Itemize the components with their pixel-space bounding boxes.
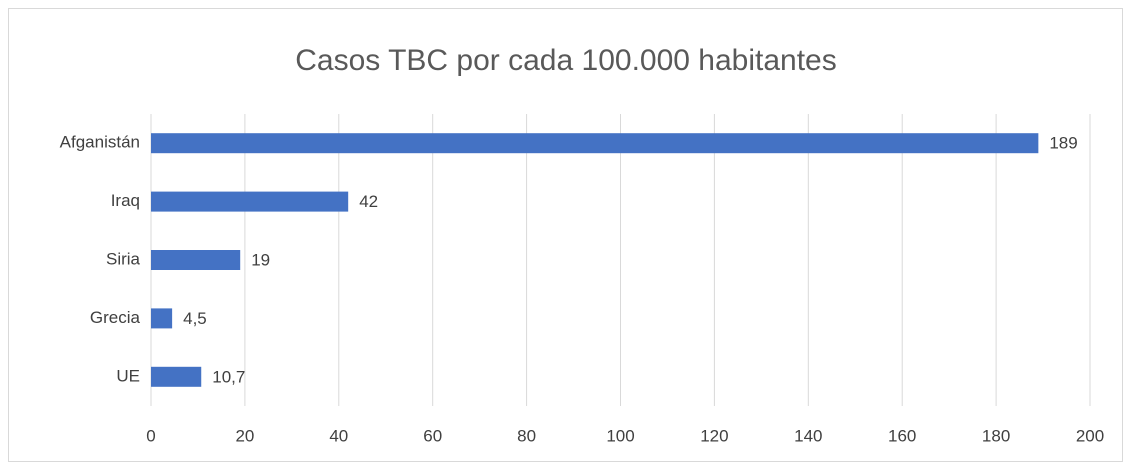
x-tick-label: 20 bbox=[235, 426, 254, 445]
bar bbox=[151, 250, 241, 270]
x-tick-label: 140 bbox=[794, 426, 822, 445]
x-tick-label: 180 bbox=[982, 426, 1010, 445]
x-tick-label: 60 bbox=[423, 426, 442, 445]
x-tick-label: 0 bbox=[146, 426, 155, 445]
bar bbox=[151, 191, 349, 212]
bar bbox=[151, 133, 1039, 154]
x-tick-label: 160 bbox=[888, 426, 916, 445]
value-label: 4,5 bbox=[183, 309, 207, 328]
value-label: 189 bbox=[1049, 134, 1077, 153]
value-label: 42 bbox=[359, 192, 378, 211]
bar bbox=[151, 308, 173, 329]
y-tick-label: Iraq bbox=[111, 191, 140, 210]
y-tick-label: UE bbox=[116, 366, 140, 385]
x-tick-label: 80 bbox=[517, 426, 536, 445]
x-tick-label: 200 bbox=[1076, 426, 1104, 445]
x-tick-label: 100 bbox=[606, 426, 634, 445]
x-tick-label: 120 bbox=[700, 426, 728, 445]
value-label: 19 bbox=[251, 250, 270, 269]
bar bbox=[151, 366, 202, 387]
value-label: 10,7 bbox=[212, 367, 245, 386]
y-tick-label: Siria bbox=[106, 249, 141, 268]
x-tick-label: 40 bbox=[329, 426, 348, 445]
y-tick-label: Afganistán bbox=[60, 133, 140, 152]
y-tick-label: Grecia bbox=[90, 308, 141, 327]
chart-title: Casos TBC por cada 100.000 habitantes bbox=[295, 44, 836, 77]
